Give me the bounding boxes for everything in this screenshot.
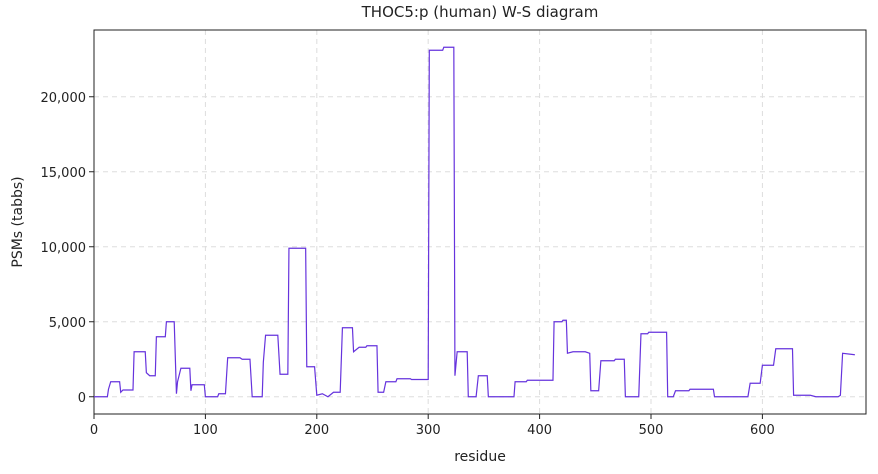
x-tick-label: 300	[416, 423, 441, 438]
x-tick-label: 0	[90, 423, 98, 438]
y-tick-label: 5,000	[49, 316, 86, 331]
chart-title: THOC5:p (human) W-S diagram	[361, 3, 599, 21]
y-axis-label: PSMs (tabbs)	[10, 176, 26, 267]
x-tick-label: 200	[304, 423, 329, 438]
x-tick-label: 500	[639, 423, 664, 438]
x-tick-label: 100	[193, 423, 218, 438]
x-tick-label: 600	[750, 423, 775, 438]
x-axis-label: residue	[454, 449, 506, 465]
y-tick-label: 20,000	[41, 91, 87, 106]
x-tick-label: 400	[527, 423, 552, 438]
data-line	[94, 46, 855, 398]
plot-frame	[93, 29, 867, 415]
y-tick-label: 10,000	[41, 241, 87, 256]
y-tick-label: 0	[78, 391, 86, 406]
y-tick-label: 15,000	[41, 166, 87, 181]
